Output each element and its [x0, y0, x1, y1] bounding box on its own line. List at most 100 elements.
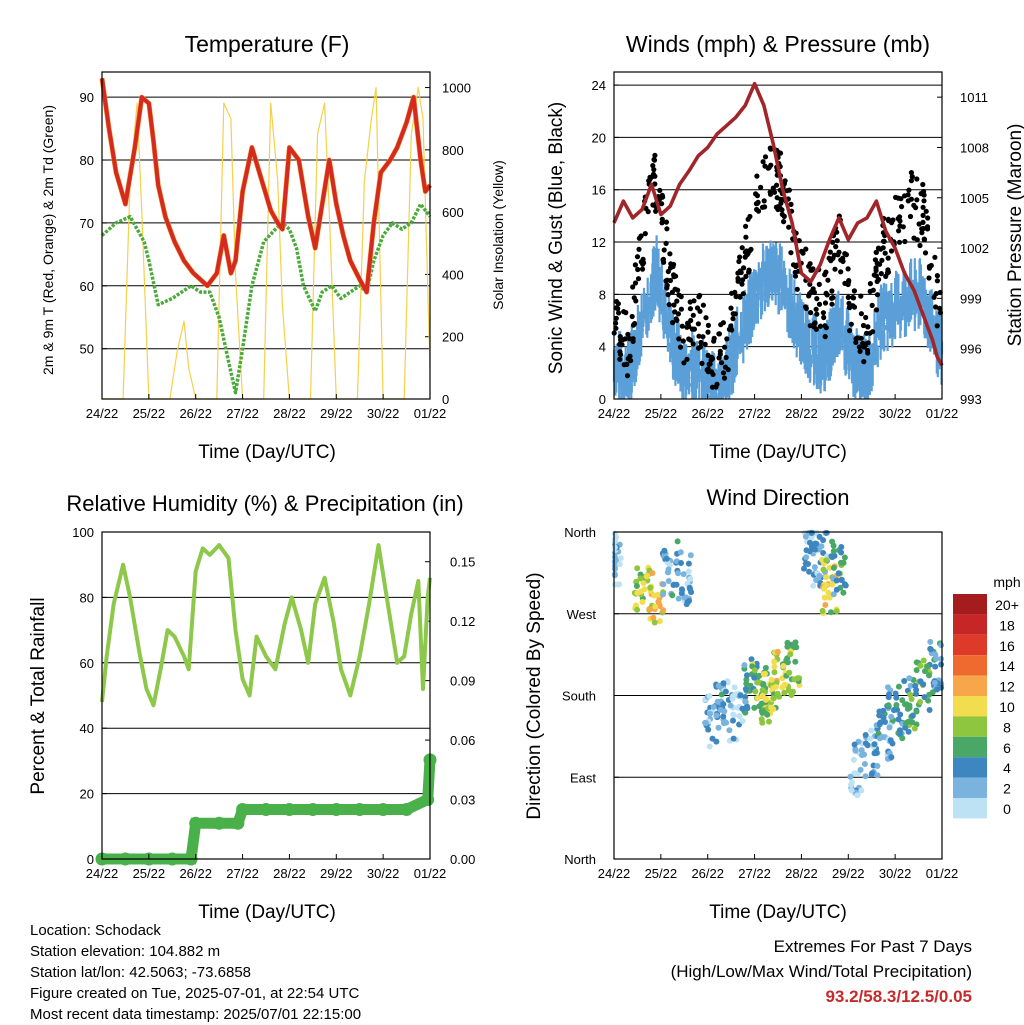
direction-point — [754, 679, 761, 686]
direction-point — [873, 749, 880, 756]
gust-point — [816, 281, 822, 287]
gust-point — [926, 263, 933, 270]
direction-point — [833, 608, 840, 615]
temperature-x-tick-label: 28/22 — [273, 406, 306, 421]
gust-point — [674, 298, 680, 304]
gust-point — [858, 335, 864, 341]
direction-point — [763, 696, 769, 703]
legend-label: 0 — [1003, 801, 1011, 817]
precipitation-point — [231, 816, 245, 830]
direction-point — [858, 747, 865, 754]
direction-point — [933, 655, 940, 662]
direction-point — [721, 720, 727, 727]
direction-point — [786, 669, 793, 676]
direction-point — [703, 720, 709, 726]
direction-point — [792, 658, 799, 665]
direction-point — [678, 560, 684, 566]
direction-point — [710, 703, 717, 710]
direction-point — [768, 676, 775, 683]
legend-swatch — [953, 594, 987, 615]
legend-label: 12 — [999, 679, 1015, 695]
direction-point — [727, 702, 734, 709]
gust-point — [816, 301, 823, 307]
direction-left-tick-label: West — [567, 607, 597, 622]
direction-point — [687, 552, 694, 559]
humidity-x-tick-label: 24/22 — [86, 866, 119, 881]
gust-point — [882, 250, 888, 256]
gust-point — [733, 294, 739, 300]
created-text: Figure created on Tue, 2025-07-01, at 22… — [30, 985, 360, 1002]
direction-point — [718, 691, 725, 698]
gust-point — [630, 322, 637, 328]
direction-point — [851, 770, 858, 777]
direction-left-tick-label: South — [562, 689, 596, 704]
gust-point — [858, 311, 865, 317]
direction-point — [685, 560, 692, 567]
gust-point — [635, 276, 642, 282]
direction-point — [907, 682, 914, 689]
direction-point — [893, 694, 900, 701]
direction-point — [616, 561, 623, 568]
gust-point — [843, 252, 850, 258]
gust-point — [703, 315, 709, 321]
gust-point — [920, 219, 926, 225]
direction-point — [888, 754, 895, 761]
gust-point — [857, 348, 863, 354]
direction-point — [647, 584, 654, 591]
direction-point — [885, 702, 892, 709]
gust-point — [877, 261, 883, 267]
gust-point — [702, 341, 708, 347]
direction-point — [867, 735, 874, 742]
gust-point — [630, 338, 636, 344]
gust-point — [630, 284, 636, 290]
gust-point — [921, 237, 928, 243]
gust-point — [878, 271, 884, 277]
precip-right-tick-label: 0.06 — [450, 733, 475, 748]
direction-point — [820, 550, 827, 556]
gust-point — [755, 208, 762, 214]
gust-point — [923, 208, 929, 214]
gust-point — [652, 152, 658, 158]
direction-point — [744, 672, 750, 679]
direction-point — [611, 544, 618, 551]
direction-point — [807, 539, 813, 546]
direction-point — [826, 564, 833, 571]
gust-point — [628, 358, 634, 364]
gust-point — [663, 219, 670, 225]
direction-point — [909, 712, 916, 719]
direction-point — [677, 549, 684, 556]
direction-point — [722, 688, 729, 695]
gust-point — [673, 316, 679, 322]
gust-point — [653, 208, 659, 214]
gust-point — [709, 354, 715, 360]
direction-point — [926, 707, 933, 713]
direction-point — [684, 599, 691, 606]
gust-point — [663, 240, 669, 246]
gust-point — [788, 201, 794, 207]
direction-point — [917, 662, 924, 669]
temperature-x-tick-label: 25/22 — [133, 406, 166, 421]
winds-title: Winds (mph) & Pressure (mb) — [626, 31, 930, 57]
gust-point — [721, 375, 728, 381]
direction-left-tick-label: North — [564, 525, 596, 540]
direction-point — [759, 692, 766, 699]
precip-right-tick-label: 0.12 — [450, 614, 475, 629]
direction-point — [913, 708, 920, 715]
gust-point — [812, 320, 818, 326]
gust-point — [830, 255, 836, 261]
legend-label: 2 — [1003, 781, 1011, 797]
direction-x-tick-label: 01/22 — [926, 866, 959, 881]
gust-point — [902, 238, 908, 245]
gust-point — [858, 293, 864, 299]
temperature-left-tick-label: 80 — [80, 153, 94, 168]
gust-point — [897, 214, 903, 220]
direction-point — [660, 581, 667, 588]
direction-point — [835, 570, 842, 577]
gust-point — [657, 187, 663, 193]
direction-point — [925, 697, 932, 704]
gust-point — [873, 249, 879, 255]
direction-point — [805, 561, 811, 567]
gust-point — [718, 360, 725, 366]
gust-point — [921, 198, 927, 204]
temperature-x-tick-label: 01/22 — [414, 406, 447, 421]
